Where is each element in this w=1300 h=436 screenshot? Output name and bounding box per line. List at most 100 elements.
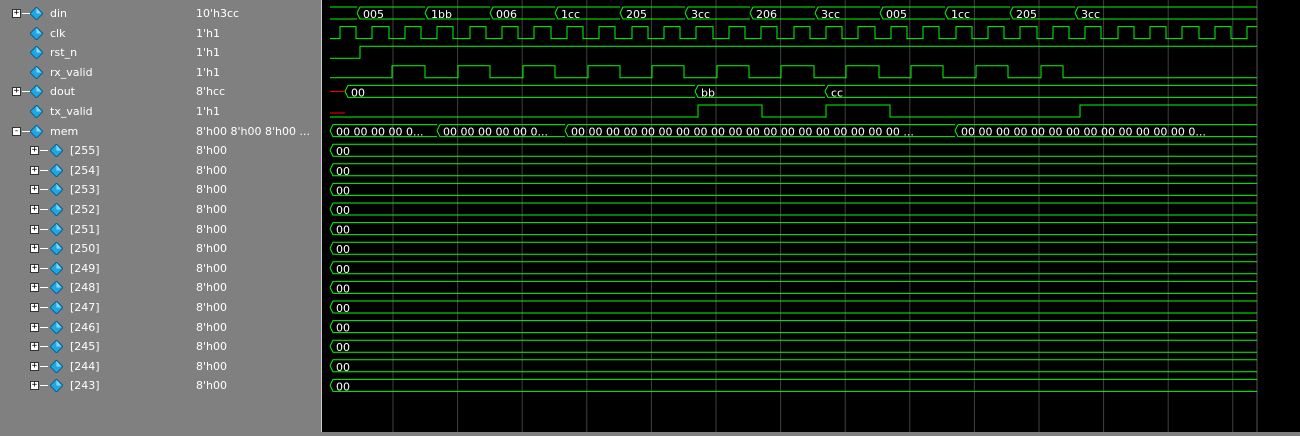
signal-name: [252]	[70, 203, 100, 216]
bus-edge	[1009, 12, 1075, 20]
bus-edge	[329, 365, 1257, 373]
signal-row-tx-valid[interactable]: tx_valid	[0, 102, 193, 121]
bus-edge	[329, 378, 1257, 386]
signal-diamond-icon	[30, 124, 43, 138]
bus-edge	[619, 6, 685, 14]
bus-value-label: 00	[336, 282, 350, 295]
bus-value-label: 3cc	[1081, 8, 1100, 21]
signal-value: 1'h1	[196, 105, 220, 118]
tree-connector	[22, 91, 30, 93]
signal-row-mem[interactable]: - mem	[0, 122, 193, 141]
signal-name: [245]	[70, 340, 100, 354]
signal-value-row: 8'h00	[193, 239, 321, 258]
signal-row-rx-valid[interactable]: rx_valid	[0, 63, 193, 82]
expand-icon[interactable]: +	[30, 321, 39, 332]
signal-diamond-icon	[30, 7, 43, 20]
waveform-pane[interactable]: 005 1bb 006 1cc 205 3cc 206 3cc 005 1cc 205 3cc 00 bb…	[322, 0, 1300, 432]
expand-icon[interactable]: +	[30, 282, 39, 293]
expand-icon[interactable]: +	[12, 8, 21, 18]
bus-edge	[329, 287, 1257, 294]
signal-row-dout[interactable]: + dout	[0, 82, 193, 101]
signal-name: [247]	[70, 301, 100, 314]
bus-edge	[356, 6, 425, 14]
bus-edge	[554, 6, 620, 14]
signal-value: 1'h1	[196, 26, 220, 40]
expand-icon[interactable]: +	[30, 243, 39, 254]
expand-icon[interactable]: +	[30, 360, 39, 371]
signal-name: [246]	[70, 320, 100, 334]
expand-icon[interactable]: +	[30, 145, 39, 156]
expand-icon[interactable]: +	[30, 341, 39, 352]
bus-value-label: 00	[336, 165, 350, 178]
signal-row-din[interactable]: + din	[0, 4, 193, 23]
signal-row-247[interactable]: + [247]	[0, 298, 193, 317]
bus-waveform-252: 00	[329, 202, 1257, 217]
bus-value-label: cc	[831, 86, 843, 99]
signal-value-row: 8'h00 8'h00 8'h00 ...	[193, 122, 321, 141]
signal-row-243[interactable]: + [243]	[0, 376, 193, 395]
bus-value-label: 006	[496, 8, 517, 21]
signal-row-251[interactable]: + [251]	[0, 220, 193, 239]
expand-icon[interactable]: +	[12, 86, 21, 97]
bus-value-label: 1cc	[561, 8, 580, 21]
bus-edge	[436, 130, 565, 138]
signal-diamond-icon	[50, 340, 63, 354]
signal-row-254[interactable]: + [254]	[0, 161, 193, 180]
expand-icon[interactable]: +	[30, 262, 39, 273]
tree-connector	[40, 150, 48, 152]
signal-value: 8'h00	[196, 242, 227, 256]
signal-row-252[interactable]: + [252]	[0, 200, 193, 219]
signal-row-253[interactable]: + [253]	[0, 180, 193, 199]
tree-connector	[40, 228, 48, 230]
expand-icon[interactable]: +	[30, 204, 39, 214]
expand-icon[interactable]: +	[30, 184, 39, 195]
signal-row-248[interactable]: + [248]	[0, 278, 193, 297]
signal-diamond-icon	[30, 85, 43, 99]
bus-waveform-253: 00	[329, 182, 1257, 197]
signal-row-rst-n[interactable]: rst_n	[0, 43, 193, 62]
bus-value-label: 00 00 00 00 00 00 00 00 00 00 00 00 00 0…	[961, 126, 1206, 139]
bus-value-label: 00 00 00 00 00 0...	[443, 126, 548, 139]
tree-connector	[22, 13, 30, 14]
signal-value: 8'h00	[196, 301, 227, 314]
signal-value: 8'h00	[196, 359, 227, 373]
signal-name: mem	[50, 124, 79, 138]
waveform-canvas[interactable]: 005 1bb 006 1cc 205 3cc 206 3cc 005 1cc 205 3cc 00 bb…	[322, 0, 1300, 432]
bus-edge	[814, 6, 880, 14]
expand-icon[interactable]: +	[30, 223, 39, 234]
signal-row-250[interactable]: + [250]	[0, 239, 193, 258]
expand-icon[interactable]: +	[30, 302, 39, 312]
tree-connector	[22, 130, 30, 132]
signal-row-249[interactable]: + [249]	[0, 259, 193, 278]
expand-icon[interactable]: +	[30, 380, 39, 391]
signal-row-244[interactable]: + [244]	[0, 357, 193, 376]
signal-value-row: 8'h00	[193, 337, 321, 356]
bus-edge	[329, 208, 1257, 216]
bus-waveform-251: 00	[329, 222, 1257, 237]
bus-edge	[329, 267, 1257, 275]
signal-row-255[interactable]: + [255]	[0, 141, 193, 160]
signal-name: [243]	[70, 379, 100, 393]
bus-edge	[1074, 12, 1257, 20]
signal-row-clk[interactable]: clk	[0, 24, 193, 43]
tree-connector	[40, 169, 48, 171]
bus-value-label: 205	[1016, 8, 1037, 21]
signal-row-245[interactable]: + [245]	[0, 337, 193, 356]
bus-waveform-245: 00	[329, 339, 1257, 354]
bus-edge	[944, 6, 1010, 14]
bus-waveform-244: 00	[329, 359, 1257, 374]
expand-icon[interactable]: +	[30, 164, 39, 175]
signal-value-row: 8'h00	[193, 298, 321, 317]
bus-edge	[329, 326, 1257, 334]
bus-value-label: 00	[336, 243, 350, 256]
waveform-clk	[330, 26, 1257, 40]
bus-edge	[1009, 6, 1075, 14]
signal-diamond-icon	[30, 46, 43, 60]
signal-row-246[interactable]: + [246]	[0, 318, 193, 337]
collapse-icon[interactable]: -	[12, 125, 21, 136]
bus-edge	[329, 385, 1257, 392]
bus-edge	[344, 91, 695, 98]
bus-value-label: 00	[336, 184, 350, 197]
bus-edge	[329, 182, 1257, 190]
bus-waveform-254: 00	[329, 163, 1257, 178]
